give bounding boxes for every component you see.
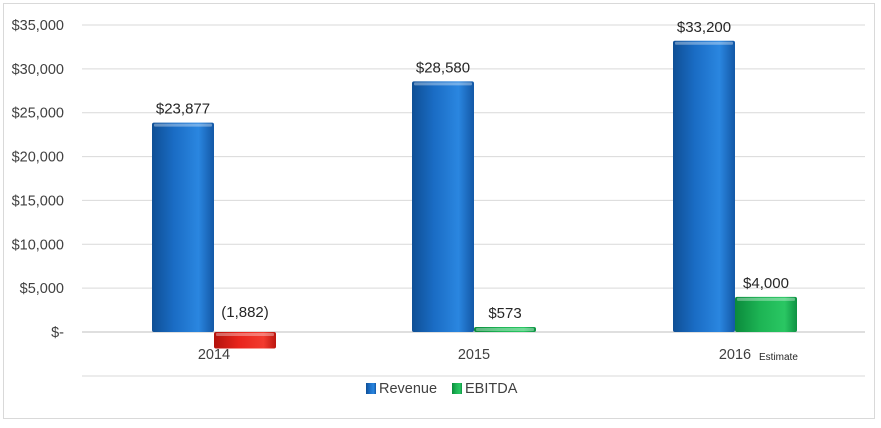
y-axis: $35,000 $30,000 $25,000 $20,000 $15,000 $10,0… [12, 18, 65, 341]
bar-bevel [476, 327, 534, 331]
x-tick-label: 2015 [458, 347, 490, 363]
bar-ebitda-2016 [735, 296, 797, 332]
data-label-revenue-2016: $33,200 [677, 19, 731, 36]
legend-label-ebitda: EBITDA [465, 381, 518, 397]
legend: Revenue EBITDA [366, 381, 518, 397]
data-label-revenue-2015: $28,580 [416, 59, 470, 76]
bar-ebitda-2014 [214, 332, 276, 349]
y-tick-label: $15,000 [12, 193, 64, 209]
legend-label-revenue: Revenue [379, 381, 437, 397]
bar-revenue-2016 [673, 40, 735, 332]
data-label-revenue-2014: $23,877 [156, 101, 210, 118]
legend-swatch-revenue [366, 383, 376, 394]
y-tick-label: $25,000 [12, 106, 64, 122]
bar-revenue-2014 [152, 122, 214, 332]
bar-ebitda-2015 [474, 326, 536, 332]
x-tick-label: 2016 [719, 347, 751, 363]
data-label-ebitda-2014: (1,882) [221, 304, 269, 321]
category-annotation: Estimate [759, 352, 798, 363]
bar-bevel [414, 82, 472, 86]
bar-bevel [216, 333, 274, 336]
data-label-ebitda-2015: $573 [488, 305, 521, 322]
bars [152, 40, 797, 349]
bar-bevel [154, 123, 212, 127]
x-axis: 2014 2015 2016 Estimate [198, 347, 798, 363]
y-tick-label: $5,000 [20, 281, 64, 297]
legend-swatch-ebitda [452, 383, 462, 394]
y-tick-label: $10,000 [12, 237, 64, 253]
y-tick-label: $- [51, 325, 64, 341]
x-tick-label: 2014 [198, 347, 230, 363]
bar-bevel [675, 41, 733, 45]
y-tick-label: $20,000 [12, 150, 64, 166]
bar-bevel [737, 297, 795, 301]
data-labels: $23,877 (1,882) $28,580 $573 $33,200 $4,000 [156, 19, 789, 322]
y-tick-label: $30,000 [12, 62, 64, 78]
data-label-ebitda-2016: $4,000 [743, 275, 789, 292]
y-tick-label: $35,000 [12, 18, 64, 34]
bar-revenue-2015 [412, 81, 474, 333]
